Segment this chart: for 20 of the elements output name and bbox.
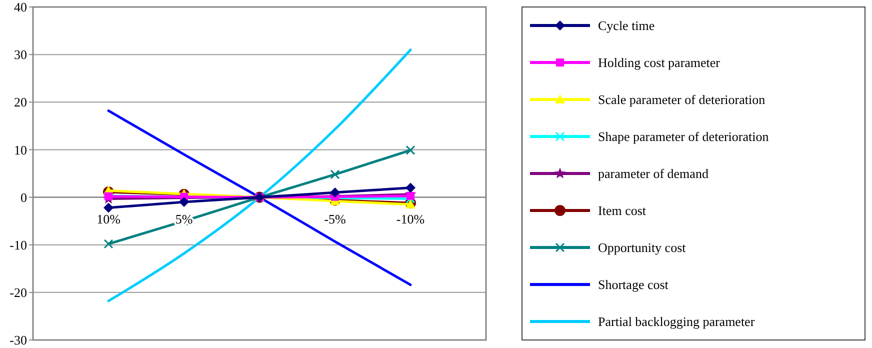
y-tick-label: -10: [10, 237, 27, 252]
y-tick-label: 20: [14, 94, 27, 110]
x-tick-label: -10%: [396, 211, 425, 226]
legend-label: Shortage cost: [598, 277, 669, 292]
legend-label: Partial backlogging parameter: [598, 314, 756, 330]
y-tick-label: 30: [14, 47, 27, 62]
y-tick-label: 10: [14, 142, 27, 158]
x-tick-label: 10%: [96, 211, 121, 226]
y-tick-label: 0: [20, 190, 27, 205]
y-tick-label: -30: [10, 332, 27, 348]
legend-label: Holding cost parameter: [598, 55, 721, 70]
legend-label: Item cost: [598, 203, 646, 218]
legend-label: Scale parameter of deterioration: [598, 92, 766, 108]
legend-label: parameter of demand: [598, 166, 709, 182]
legend-label: Shape parameter of deterioration: [598, 129, 770, 144]
y-tick-label: -20: [10, 284, 27, 300]
legend-label: Cycle time: [598, 18, 655, 34]
y-tick-label: 40: [14, 0, 27, 15]
legend-label: Opportunity cost: [598, 240, 686, 256]
x-tick-label: -5%: [324, 211, 346, 226]
